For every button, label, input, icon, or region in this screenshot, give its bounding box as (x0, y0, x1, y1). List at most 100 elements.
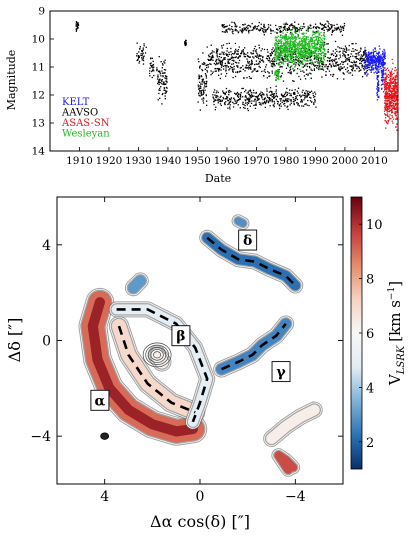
data-point (301, 50, 303, 53)
data-point (276, 49, 278, 52)
data-point (299, 94, 301, 96)
data-point (245, 102, 247, 104)
data-point (310, 27, 312, 29)
data-point (311, 101, 313, 103)
data-point (236, 71, 239, 73)
data-point (308, 38, 310, 40)
data-point (299, 52, 301, 54)
data-point (313, 39, 316, 42)
data-point (380, 68, 382, 70)
data-point (274, 53, 276, 55)
data-point (302, 59, 305, 61)
data-point (245, 53, 247, 56)
data-point (305, 50, 308, 53)
data-point (280, 54, 282, 56)
data-point (323, 64, 325, 66)
data-point (261, 93, 263, 96)
data-point (348, 58, 350, 60)
data-point (321, 23, 323, 26)
data-point (235, 71, 237, 73)
data-point (281, 40, 283, 42)
data-point (322, 51, 324, 54)
data-point (314, 48, 316, 50)
data-point (305, 64, 307, 66)
data-point (321, 51, 323, 53)
data-point (381, 64, 384, 67)
data-point (390, 98, 392, 100)
data-point (388, 90, 390, 92)
data-point (389, 104, 392, 106)
data-point (364, 49, 366, 51)
data-point (384, 119, 386, 122)
data-point (375, 67, 377, 69)
data-point (381, 74, 384, 76)
data-point (381, 60, 383, 62)
data-point (315, 47, 317, 49)
data-point (382, 83, 384, 85)
data-point (152, 67, 154, 69)
data-point (310, 58, 312, 60)
data-point (227, 103, 229, 106)
data-point (212, 56, 214, 58)
data-point (157, 99, 159, 101)
spine-beta-arc (116, 308, 209, 423)
data-point (382, 54, 384, 56)
data-point (322, 61, 324, 63)
data-point (389, 103, 391, 105)
data-point (388, 89, 390, 91)
data-point (287, 105, 289, 107)
data-point (302, 89, 304, 91)
data-point (216, 50, 218, 52)
series-asas-sn (383, 58, 399, 131)
data-point (271, 52, 274, 54)
data-point (369, 53, 371, 55)
data-point (342, 26, 344, 28)
data-point (324, 55, 326, 57)
data-point (276, 77, 278, 80)
data-point (275, 44, 278, 46)
data-point (358, 66, 360, 68)
data-point (159, 71, 161, 73)
data-point (386, 77, 388, 79)
data-point (386, 74, 388, 77)
data-point (307, 60, 309, 62)
data-point (388, 69, 390, 71)
data-point (331, 24, 333, 26)
data-point (277, 75, 280, 77)
data-point (205, 64, 207, 66)
data-point (298, 51, 300, 53)
data-point (229, 101, 231, 103)
data-point (278, 78, 280, 81)
data-point (283, 100, 285, 102)
data-point (266, 49, 268, 51)
data-point (156, 69, 158, 72)
data-point (312, 55, 314, 57)
data-point (325, 74, 327, 76)
data-point (303, 71, 305, 73)
data-point (226, 54, 228, 56)
data-point (164, 83, 166, 85)
data-point (253, 57, 255, 59)
data-point (317, 62, 319, 64)
data-point (394, 112, 396, 114)
data-point (262, 60, 264, 62)
data-point (310, 39, 312, 41)
data-point (300, 95, 303, 97)
data-point (360, 54, 362, 56)
data-point (305, 63, 307, 65)
data-point (308, 104, 310, 107)
data-point (327, 25, 329, 27)
data-point (238, 62, 240, 64)
data-point (352, 55, 354, 57)
data-point (387, 123, 389, 125)
data-point (290, 59, 292, 61)
data-point (306, 94, 309, 96)
spine-tracers (116, 236, 297, 423)
data-point (304, 39, 306, 41)
data-point (305, 32, 307, 34)
data-point (320, 38, 322, 40)
data-point (351, 66, 353, 68)
data-point (275, 89, 277, 91)
data-point (275, 36, 277, 38)
